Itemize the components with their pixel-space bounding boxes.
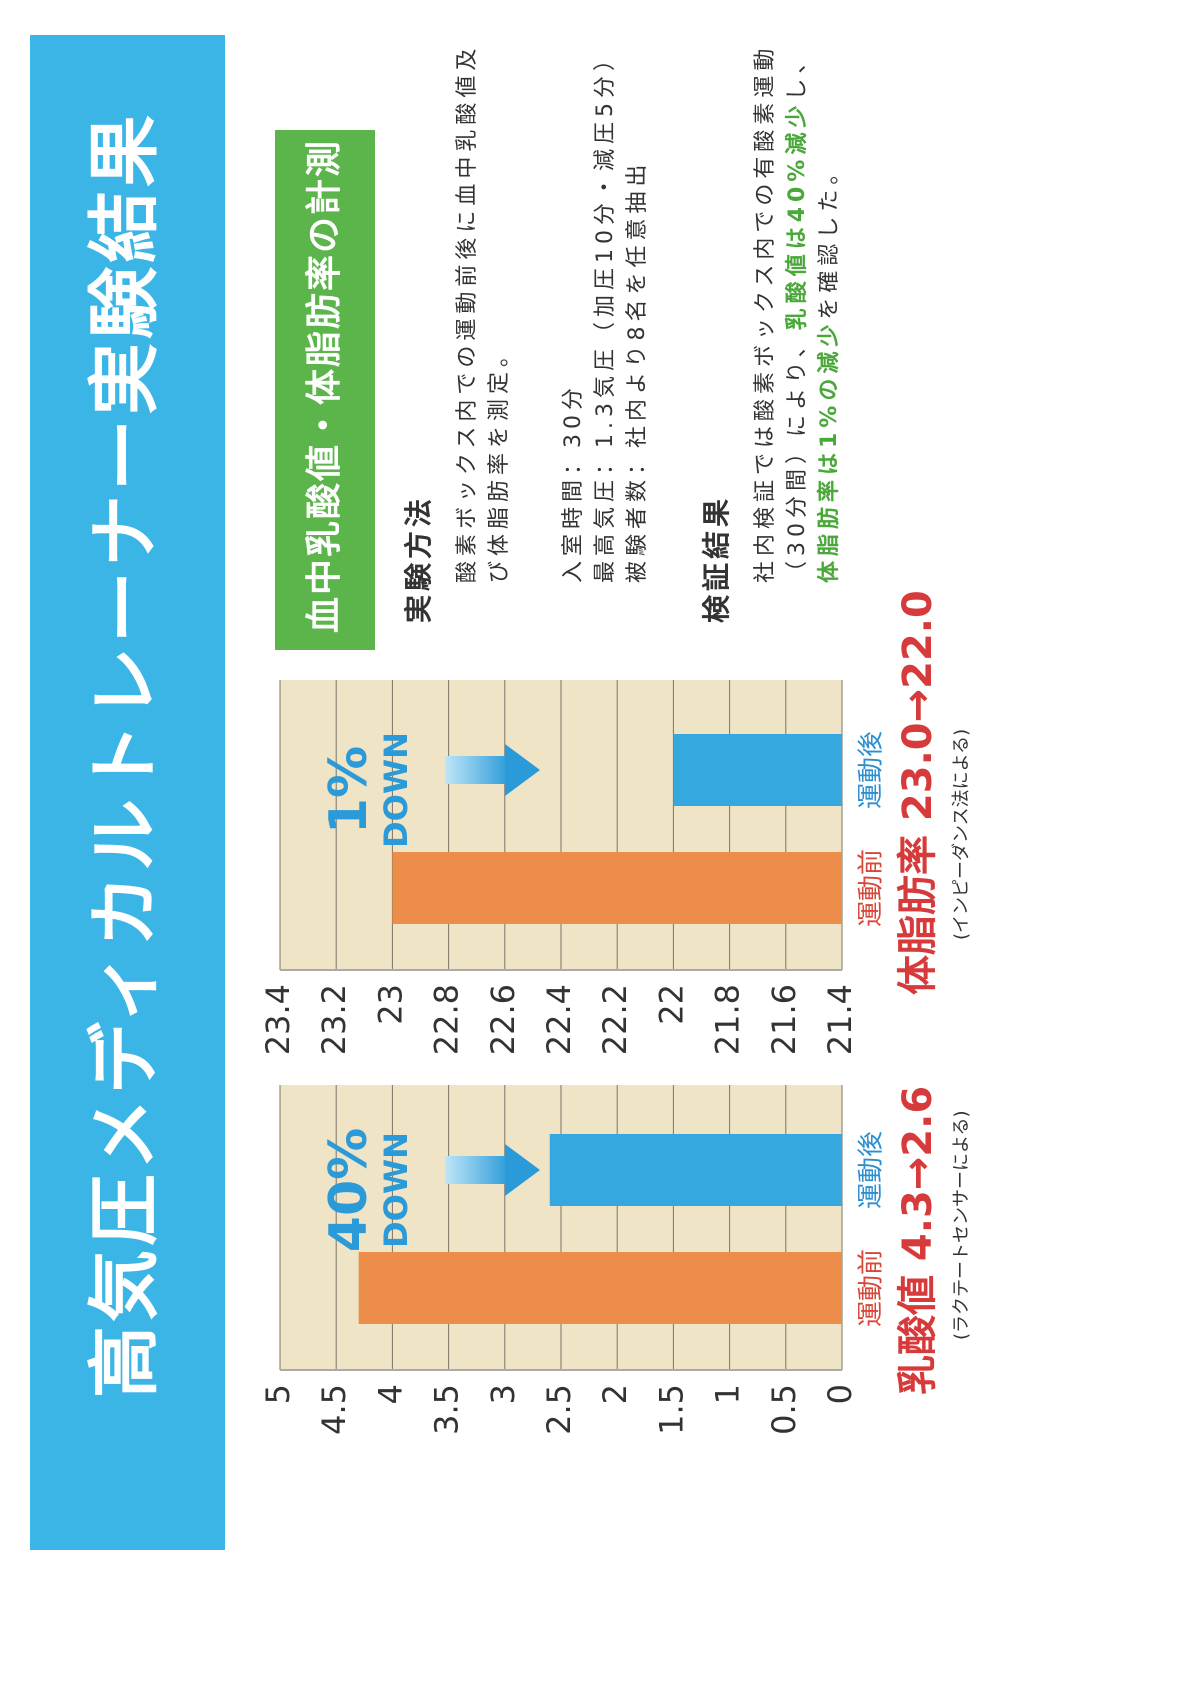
y-tick-label: 21.4 — [821, 984, 859, 1055]
body-line: 体脂肪率は1%の減少を確認した。 — [816, 158, 842, 583]
y-tick-label: 22.8 — [428, 984, 466, 1055]
category-label: 運動前 — [857, 849, 887, 927]
body-line: 被験者数：社内より8名を任意抽出 — [625, 159, 650, 583]
category-label: 運動後 — [857, 1131, 887, 1209]
y-tick-label: 2.5 — [540, 1384, 578, 1435]
category-label: 運動前 — [857, 1249, 887, 1327]
y-tick-label: 23.4 — [259, 984, 297, 1055]
arrow-shaft — [445, 1156, 510, 1184]
y-tick-label: 3 — [484, 1384, 522, 1404]
text-run: 酸素ボックス内での運動前後に血中乳酸値及 — [455, 44, 480, 583]
annotation-sub: DOWN — [377, 732, 415, 848]
y-tick-label: 2 — [596, 1384, 634, 1404]
text-run: 最高気圧：1.3気圧（加圧10分・減圧5分） — [593, 44, 618, 583]
y-tick-label: 23.2 — [315, 984, 353, 1055]
section-title: 検証結果 — [700, 495, 733, 623]
body-line: 最高気圧：1.3気圧（加圧10分・減圧5分） — [593, 44, 618, 583]
y-tick-label: 21.8 — [709, 984, 747, 1055]
y-tick-label: 0.5 — [765, 1384, 803, 1435]
annotation: 40% — [319, 1128, 379, 1252]
arrow-head — [505, 744, 540, 796]
y-tick-label: 1 — [709, 1384, 747, 1404]
bar — [358, 1252, 842, 1324]
arrow-head — [505, 1144, 540, 1196]
note: (インピーダンス法による) — [951, 729, 972, 940]
annotation: 1% — [319, 746, 379, 834]
caption: 体脂肪率 23.0→22.0 — [895, 590, 941, 995]
text-run: を確認した。 — [817, 158, 842, 320]
title-band — [30, 35, 225, 1550]
highlight-text: 乳酸値は40%減少 — [784, 101, 810, 331]
bar — [549, 1134, 842, 1206]
y-tick-label: 3.5 — [428, 1384, 466, 1435]
body-line: （30分間）により、乳酸値は40%減少し、 — [784, 47, 810, 583]
text-run: し、 — [785, 47, 810, 101]
bar — [392, 852, 842, 924]
text-run: び体脂肪率を測定。 — [487, 340, 512, 583]
y-tick-label: 22.6 — [484, 984, 522, 1055]
y-tick-label: 1.5 — [652, 1384, 690, 1435]
title: 高気圧メディカルトレーナー実験結果 — [83, 111, 167, 1398]
caption: 乳酸値 4.3→2.6 — [895, 1086, 941, 1395]
y-tick-label: 22.2 — [596, 984, 634, 1055]
body-line: び体脂肪率を測定。 — [487, 340, 512, 583]
y-tick-label: 22 — [652, 984, 690, 1025]
bar — [673, 734, 843, 806]
section-title: 実験方法 — [402, 495, 435, 623]
body-line: 入室時間：30分 — [561, 383, 586, 583]
category-label: 運動後 — [857, 731, 887, 809]
y-tick-label: 5 — [259, 1384, 297, 1404]
note: (ラクテートセンサーによる) — [951, 1110, 972, 1340]
y-tick-label: 23 — [371, 984, 409, 1025]
text-run: 入室時間：30分 — [561, 383, 586, 583]
text-run: 被験者数：社内より8名を任意抽出 — [625, 159, 650, 583]
panel-heading-box — [275, 130, 375, 650]
annotation-sub: DOWN — [377, 1132, 415, 1248]
panel-heading: 血中乳酸値・体脂肪率の計測 — [304, 139, 345, 633]
body-line: 社内検証では酸素ボックス内での有酸素運動 — [753, 44, 778, 583]
y-tick-label: 22.4 — [540, 984, 578, 1055]
body-line: 酸素ボックス内での運動前後に血中乳酸値及 — [455, 44, 480, 583]
y-tick-label: 4.5 — [315, 1384, 353, 1435]
text-run: （30分間）により、 — [785, 330, 810, 583]
y-tick-label: 0 — [821, 1384, 859, 1404]
y-tick-label: 4 — [371, 1384, 409, 1404]
highlight-text: 体脂肪率は1%の減少 — [816, 320, 842, 583]
arrow-shaft — [445, 756, 510, 784]
y-tick-label: 21.6 — [765, 984, 803, 1055]
text-run: 社内検証では酸素ボックス内での有酸素運動 — [753, 44, 778, 583]
